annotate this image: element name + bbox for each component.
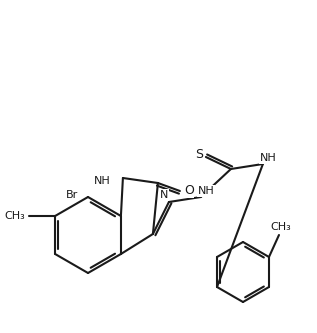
Text: N: N [160,190,168,200]
Text: NH: NH [260,153,276,163]
Text: Br: Br [66,190,78,200]
Text: CH₃: CH₃ [271,222,291,232]
Text: CH₃: CH₃ [5,211,25,221]
Text: NH: NH [197,186,214,196]
Text: S: S [195,149,203,162]
Text: O: O [184,184,194,197]
Text: NH: NH [94,176,111,186]
